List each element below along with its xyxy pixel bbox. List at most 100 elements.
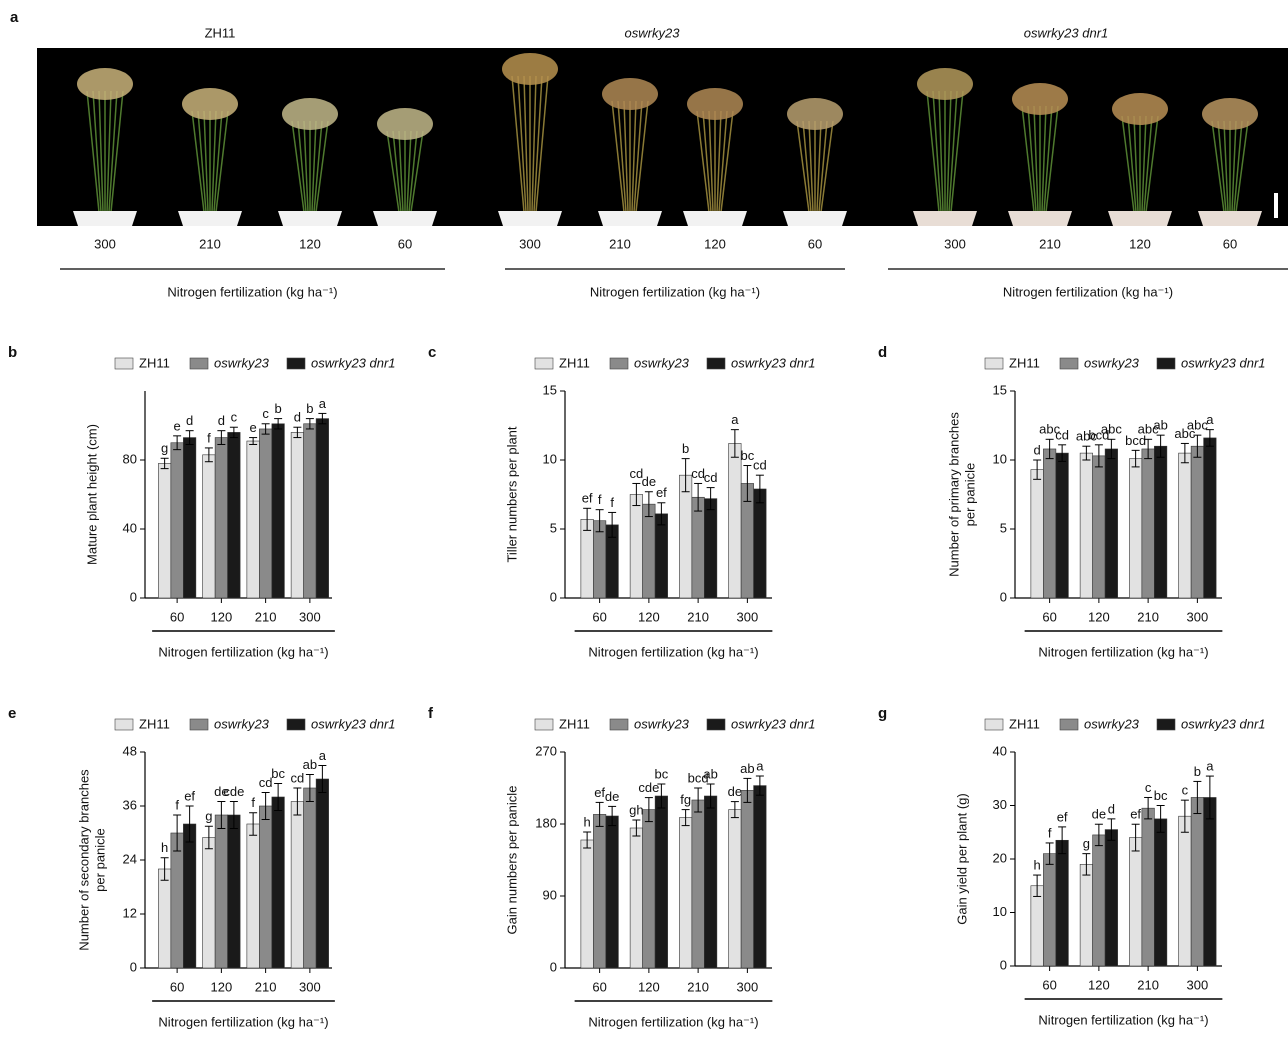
x-tick-label: 60 <box>592 609 606 624</box>
legend-swatch <box>707 358 725 369</box>
bar <box>203 838 216 969</box>
x-tick-label: 60 <box>1042 609 1056 624</box>
significance-letter: ab <box>740 761 754 776</box>
y-tick-label: 24 <box>123 851 137 866</box>
significance-letter: de <box>1092 807 1106 822</box>
significance-letter: abc <box>1101 422 1122 437</box>
pot <box>1108 211 1172 226</box>
bar <box>203 455 216 598</box>
bar <box>692 800 705 968</box>
significance-letter: cde <box>638 780 659 795</box>
bar <box>630 828 643 968</box>
significance-letter: cde <box>223 784 244 799</box>
significance-letter: h <box>1034 857 1041 872</box>
y-tick-label: 90 <box>543 887 557 902</box>
bar <box>655 796 668 968</box>
significance-letter: bc <box>271 766 285 781</box>
legend-swatch <box>190 719 208 730</box>
panicle <box>377 108 433 140</box>
significance-letter: b <box>1194 764 1201 779</box>
rate-label: 60 <box>808 236 822 251</box>
scale-bar <box>1274 193 1278 218</box>
y-tick-label: 12 <box>123 905 137 920</box>
panel-letter: a <box>10 9 19 26</box>
panicle <box>1012 83 1068 115</box>
pot <box>598 211 662 226</box>
significance-letter: a <box>319 396 327 411</box>
x-tick-label: 60 <box>170 609 184 624</box>
legend-label: oswrky23 <box>634 355 690 370</box>
bar <box>1179 816 1192 966</box>
bar <box>581 840 594 968</box>
x-tick-label: 300 <box>737 979 759 994</box>
significance-letter: cd <box>1055 427 1069 442</box>
pot <box>783 211 847 226</box>
y-tick-label: 5 <box>550 520 557 535</box>
bar <box>228 432 241 598</box>
y-tick-label: 0 <box>550 589 557 604</box>
legend-swatch <box>535 358 553 369</box>
bar <box>1080 864 1093 966</box>
significance-letter: g <box>161 441 168 456</box>
bar <box>593 521 606 598</box>
significance-letter: a <box>756 758 764 773</box>
x-tick-label: 60 <box>170 979 184 994</box>
bar <box>215 438 228 598</box>
x-axis-title: Nitrogen fertilization (kg ha⁻¹) <box>1038 1012 1208 1027</box>
bar <box>1105 830 1118 966</box>
legend-label: oswrky23 dnr1 <box>311 355 396 370</box>
legend-label: oswrky23 <box>1084 716 1140 731</box>
pot <box>278 211 342 226</box>
bar <box>704 499 717 598</box>
y-tick-label: 0 <box>1000 589 1007 604</box>
y-tick-label: 80 <box>123 451 137 466</box>
legend-label: oswrky23 dnr1 <box>1181 716 1266 731</box>
bar <box>679 818 692 968</box>
bar <box>581 519 594 598</box>
bar <box>259 429 272 598</box>
rate-label: 60 <box>1223 236 1237 251</box>
figure: a ZH1130021012060Nitrogen fertilization … <box>0 0 1288 1041</box>
y-tick-label: 0 <box>130 589 137 604</box>
significance-letter: d <box>1108 801 1115 816</box>
bar <box>316 779 329 968</box>
significance-letter: f <box>598 492 602 507</box>
pot <box>1008 211 1072 226</box>
rate-label: 60 <box>398 236 412 251</box>
x-tick-label: 300 <box>1187 609 1209 624</box>
bar <box>171 833 184 968</box>
significance-letter: cd <box>291 770 305 785</box>
panel-letter: d <box>878 344 887 361</box>
legend-swatch <box>985 358 1003 369</box>
panel-letter: c <box>428 344 436 361</box>
significance-letter: cd <box>704 470 718 485</box>
y-tick-label: 48 <box>123 743 137 758</box>
bar <box>183 824 196 968</box>
bar <box>291 432 304 598</box>
pot <box>73 211 137 226</box>
significance-letter: f <box>610 495 614 510</box>
y-axis-title: Gain yield per plant (g) <box>954 793 969 925</box>
y-tick-label: 5 <box>1000 520 1007 535</box>
significance-letter: d <box>186 413 193 428</box>
legend-label: oswrky23 dnr1 <box>311 716 396 731</box>
panicle <box>1112 93 1168 125</box>
x-axis-title: Nitrogen fertilization (kg ha⁻¹) <box>158 644 328 659</box>
legend-swatch <box>190 358 208 369</box>
panel-letter: f <box>428 705 434 722</box>
genotype-label: ZH11 <box>205 25 236 40</box>
bar <box>1031 886 1044 966</box>
significance-letter: de <box>728 784 742 799</box>
legend-swatch <box>287 358 305 369</box>
legend-label: oswrky23 <box>214 716 270 731</box>
bar <box>679 475 692 598</box>
genotype-label: oswrky23 dnr1 <box>1024 25 1109 40</box>
legend-swatch <box>1060 358 1078 369</box>
panicle <box>77 68 133 100</box>
significance-letter: gh <box>629 802 643 817</box>
legend-label: ZH11 <box>1009 355 1040 370</box>
significance-letter: ef <box>1130 807 1141 822</box>
bar <box>1129 838 1142 966</box>
bar <box>228 815 241 968</box>
panicle <box>917 68 973 100</box>
